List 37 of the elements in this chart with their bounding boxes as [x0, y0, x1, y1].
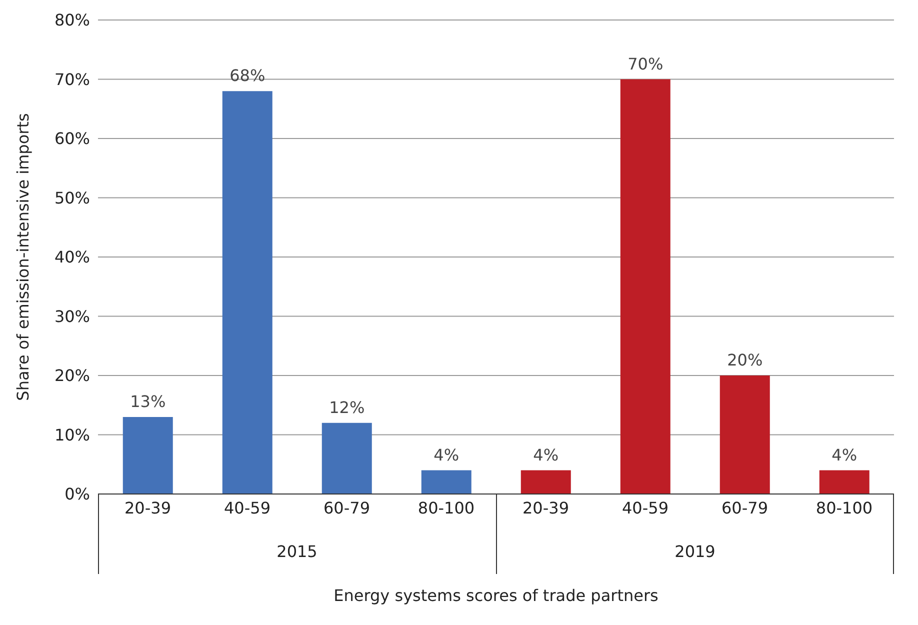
- x-tick-label: 20-39: [522, 498, 569, 518]
- y-tick-label: 30%: [54, 306, 90, 326]
- data-label: 4%: [533, 445, 559, 464]
- bar: [819, 470, 870, 494]
- y-tick-label: 60%: [54, 129, 90, 148]
- x-tick-label: 20-39: [124, 498, 171, 518]
- data-label: 4%: [832, 445, 858, 464]
- y-tick-label: 20%: [54, 366, 90, 386]
- data-label: 4%: [434, 445, 460, 464]
- bar: [720, 376, 770, 494]
- x-tick-label: 80-100: [816, 498, 873, 518]
- y-axis-title: Share of emission-intensive imports: [14, 113, 33, 401]
- x-tick-label: 40-59: [622, 498, 668, 518]
- bar: [222, 91, 272, 494]
- y-tick-label: 40%: [54, 248, 90, 267]
- x-tick-label: 60-79: [722, 498, 768, 518]
- data-label: 20%: [727, 350, 763, 370]
- x-tick-label: 60-79: [324, 498, 370, 518]
- bar: [322, 422, 372, 494]
- x-tick-label: 40-59: [224, 498, 270, 518]
- data-label: 12%: [329, 398, 365, 417]
- data-label: 70%: [628, 54, 664, 74]
- data-label: 13%: [130, 392, 166, 411]
- y-tick-label: 80%: [54, 10, 90, 30]
- y-tick-label: 50%: [54, 188, 90, 208]
- text: 2019: [674, 542, 716, 561]
- data-label: 68%: [230, 66, 266, 86]
- bar: [520, 470, 571, 494]
- bar: [620, 79, 670, 494]
- y-tick-label: 10%: [54, 425, 90, 444]
- bar: [421, 470, 472, 494]
- text: 2015: [276, 542, 318, 561]
- bar: [122, 416, 173, 494]
- y-tick-label: 70%: [54, 70, 90, 89]
- y-tick-label: 0%: [64, 484, 90, 504]
- x-axis-title: Energy systems scores of trade partners: [332, 586, 660, 605]
- x-tick-label: 80-100: [418, 498, 475, 518]
